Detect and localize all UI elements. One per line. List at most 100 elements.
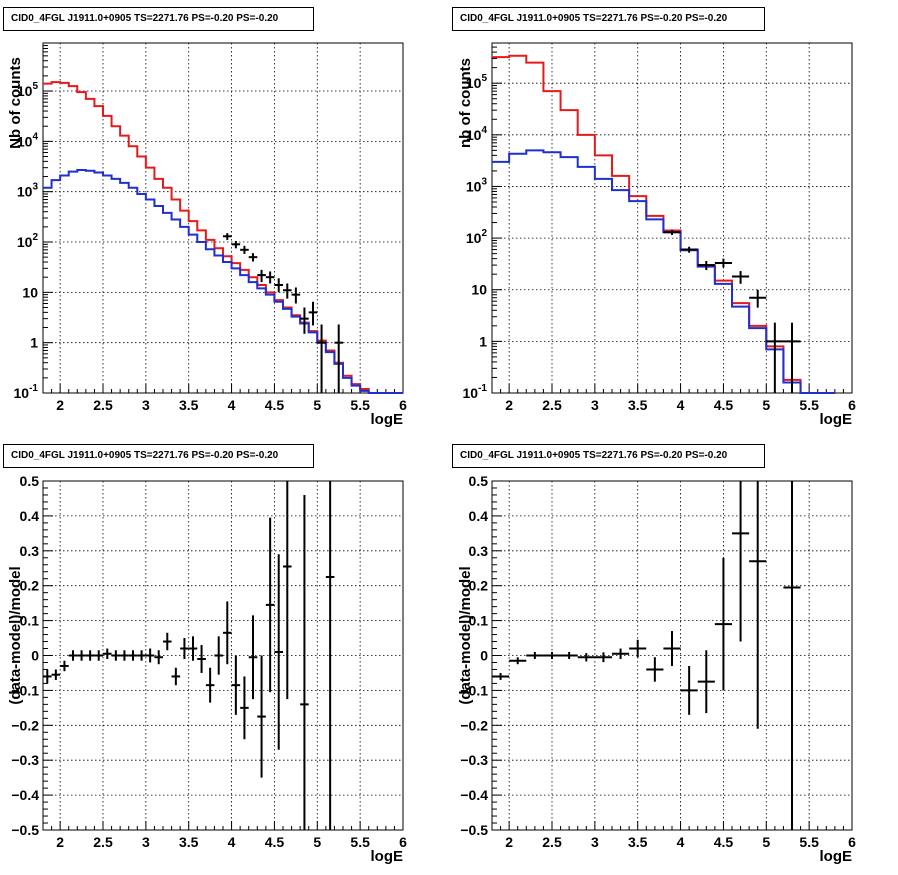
x-tick-label: 4: [677, 834, 685, 850]
residual-point: [154, 650, 163, 665]
x-tick-label: 6: [848, 834, 856, 850]
panel-2-title: CID0_4FGL J1911.0+0905 TS=2271.76 PS=-0.…: [452, 7, 765, 31]
panel-4-title: CID0_4FGL J1911.0+0905 TS=2271.76 PS=-0.…: [452, 444, 765, 468]
y-tick-label: 0.4: [20, 508, 40, 524]
residual-point: [188, 636, 198, 661]
residual-points: [43, 481, 335, 830]
x-tick-label: 2.5: [93, 834, 113, 850]
residual-point: [85, 650, 95, 661]
residual-point: [43, 669, 52, 684]
y-tick-label: −0.3: [11, 752, 39, 768]
y-tick-label: 0: [480, 648, 488, 664]
residual-points: [492, 481, 801, 830]
x-axis-label: logE: [371, 848, 404, 865]
y-tick-label: 105: [17, 81, 39, 99]
y-axis-label: Nb of counts: [7, 57, 24, 149]
data-point: [334, 324, 343, 393]
x-tick-label: 2.5: [542, 834, 562, 850]
x-tick-label: 4: [228, 834, 236, 850]
x-tick-label: 2: [505, 834, 513, 850]
residual-point: [103, 648, 112, 659]
x-tick-label: 5: [762, 834, 770, 850]
residual-point: [214, 636, 223, 675]
residual-point: [145, 648, 155, 663]
residual-point: [205, 667, 215, 703]
data-point: [283, 283, 292, 299]
x-tick-label: 2: [505, 397, 513, 413]
y-tick-label: −0.5: [11, 822, 39, 838]
residual-point: [223, 601, 232, 665]
y-ticks: [43, 42, 53, 394]
x-tick-label: 5: [313, 834, 321, 850]
residual-point: [509, 657, 527, 665]
x-tick-label: 4.5: [714, 397, 734, 413]
y-tick-label: 0.1: [469, 613, 489, 629]
x-tick-label: 3.5: [179, 397, 199, 413]
residual-point: [137, 650, 146, 661]
data-point: [732, 271, 750, 284]
residual-point: [265, 517, 275, 693]
y-tick-label: −0.5: [460, 822, 488, 838]
data-points: [663, 229, 801, 393]
data-point: [308, 301, 318, 326]
y-tick-label: 0.3: [469, 543, 489, 559]
x-ticks: [491, 384, 853, 393]
data-point: [714, 258, 732, 268]
x-axis-label: logE: [820, 848, 853, 865]
y-tick-label: 10-1: [14, 383, 39, 401]
x-tick-label: 3: [591, 834, 599, 850]
residual-point: [274, 554, 283, 750]
residual-point: [732, 481, 750, 642]
x-tick-label: 3.5: [628, 834, 648, 850]
y-tick-label: 103: [466, 176, 488, 194]
residual-point: [577, 653, 595, 662]
y-tick-label: −0.2: [460, 717, 488, 733]
panel-1-title: CID0_4FGL J1911.0+0905 TS=2271.76 PS=-0.…: [3, 7, 314, 31]
residual-point: [111, 650, 121, 661]
x-tick-label: 3.5: [179, 834, 199, 850]
residual-point: [51, 669, 61, 680]
residual-point: [197, 645, 206, 673]
residual-point: [697, 650, 715, 714]
y-axis-label: (data-model)/model: [457, 566, 474, 704]
data-point: [663, 229, 681, 235]
x-tick-label: 4.5: [265, 834, 285, 850]
residual-point: [680, 665, 698, 715]
y-tick-label: 10: [22, 284, 38, 300]
y-tick-label: 104: [466, 125, 488, 143]
residual-point: [663, 631, 681, 666]
residual-point: [646, 657, 664, 682]
histogram-series-blue: [43, 168, 403, 394]
data-points: [223, 233, 343, 393]
data-point: [300, 307, 309, 334]
x-ticks: [491, 821, 853, 830]
residual-point: [240, 676, 249, 740]
residual-point: [231, 655, 241, 715]
data-point: [231, 240, 241, 249]
residual-point: [94, 650, 103, 661]
y-tick-label: 104: [17, 131, 39, 149]
x-tick-label: 4.5: [265, 397, 285, 413]
x-tick-label: 4.5: [714, 834, 734, 850]
residual-point: [128, 650, 138, 661]
y-tick-label: 105: [466, 73, 488, 91]
x-tick-label: 6: [399, 397, 407, 413]
residual-point: [248, 615, 258, 700]
residual-point: [612, 648, 630, 659]
y-tick-label: 1: [30, 335, 38, 351]
y-ticks: [43, 480, 53, 831]
x-tick-label: 5: [313, 397, 321, 413]
y-tick-label: −0.3: [460, 752, 488, 768]
x-tick-label: 2.5: [93, 397, 113, 413]
residual-point: [171, 667, 181, 686]
data-point: [317, 324, 326, 393]
x-ticks: [42, 821, 404, 830]
residual-point: [180, 638, 189, 659]
y-tick-label: 102: [17, 232, 39, 250]
x-tick-label: 6: [399, 834, 407, 850]
y-tick-label: 10: [471, 282, 487, 298]
